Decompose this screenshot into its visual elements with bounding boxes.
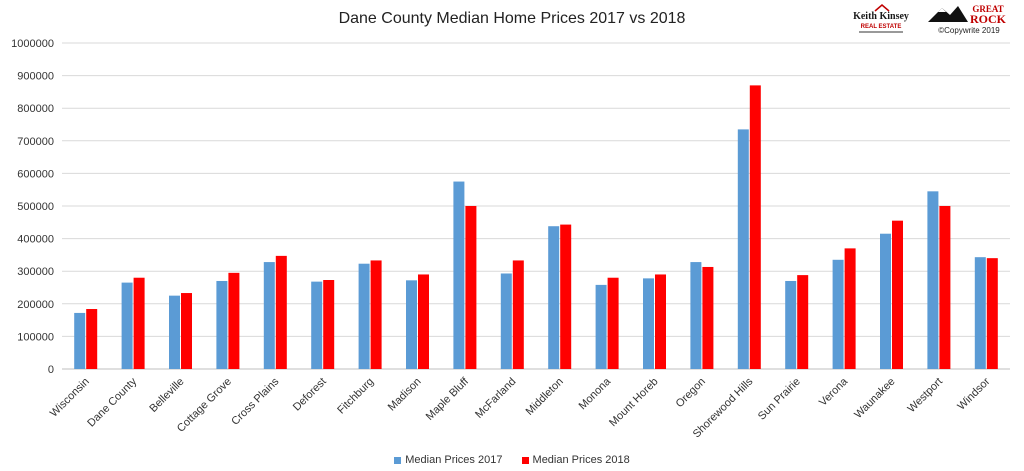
bar-2017-dane-county xyxy=(121,282,133,369)
bar-2018-dane-county xyxy=(133,277,145,369)
bar-2017-mount-horeb xyxy=(643,278,654,369)
bar-2018-maple-bluff xyxy=(465,206,477,369)
y-tick-label: 500000 xyxy=(17,201,54,213)
y-tick-label: 300000 xyxy=(17,266,54,278)
chart-legend: Median Prices 2017 Median Prices 2018 xyxy=(0,454,1024,467)
y-tick-label: 100000 xyxy=(17,331,54,343)
legend-label-2018: Median Prices 2018 xyxy=(532,454,630,466)
legend-swatch-2018 xyxy=(521,456,529,464)
bar-2017-sun-prairie xyxy=(785,280,797,369)
y-tick-label: 900000 xyxy=(17,71,54,83)
y-tick-label: 200000 xyxy=(17,299,54,311)
logo-left-line2: REAL ESTATE xyxy=(861,24,902,30)
bar-2018-sun-prairie xyxy=(797,275,809,369)
x-tick-label: Madison xyxy=(386,376,424,414)
bar-2018-wisconsin xyxy=(86,309,98,369)
bar-2018-waunakee xyxy=(892,220,903,369)
x-tick-label: Fitchburg xyxy=(335,376,376,417)
bar-2017-maple-bluff xyxy=(453,181,465,369)
bar-2018-middleton xyxy=(560,224,572,369)
bar-2017-monona xyxy=(595,284,607,369)
chart-title: Dane County Median Home Prices 2017 vs 2… xyxy=(338,10,686,27)
x-tick-label: Middleton xyxy=(524,376,566,418)
x-tick-label: Windsor xyxy=(955,375,992,412)
x-tick-label: Verona xyxy=(817,375,851,409)
x-tick-label: Dane County xyxy=(85,375,139,429)
bar-2018-belleville xyxy=(181,293,192,369)
logo-left-line1: Keith Kinsey xyxy=(853,11,909,22)
x-tick-label: Mount Horeb xyxy=(607,376,660,429)
y-tick-label: 0 xyxy=(48,364,54,376)
y-tick-label: 700000 xyxy=(17,136,54,148)
bar-2018-windsor xyxy=(986,258,998,369)
bar-2017-belleville xyxy=(169,295,180,369)
bar-2018-westport xyxy=(939,206,951,369)
bar-2018-mcfarland xyxy=(512,260,524,369)
x-tick-label: Wisconsin xyxy=(48,376,92,420)
bar-2017-mcfarland xyxy=(500,273,512,369)
bar-2018-cottage-grove xyxy=(228,272,240,369)
bar-2017-shorewood-hills xyxy=(737,129,749,369)
logo-right-line2: ROCK xyxy=(970,12,1007,26)
bar-2017-cottage-grove xyxy=(216,280,228,369)
bar-2018-verona xyxy=(844,248,856,369)
bar-2017-fitchburg xyxy=(358,263,370,369)
bar-2018-monona xyxy=(607,277,619,369)
x-tick-label: Maple Bluff xyxy=(424,375,472,423)
x-tick-label: Sun Prairie xyxy=(756,376,803,423)
keith-kinsey-logo: Keith Kinsey REAL ESTATE xyxy=(853,4,909,33)
x-tick-label: Waunakee xyxy=(852,376,897,421)
y-tick-label: 400000 xyxy=(17,234,54,246)
bar-2017-verona xyxy=(832,259,844,369)
x-tick-label: Oregon xyxy=(674,376,708,410)
y-tick-label: 600000 xyxy=(17,168,54,180)
x-tick-label: Belleville xyxy=(147,376,186,415)
bar-2018-deforest xyxy=(323,280,335,369)
legend-item-2018: Median Prices 2018 xyxy=(521,454,630,466)
legend-swatch-2017 xyxy=(394,456,402,464)
bar-2018-cross-plains xyxy=(275,255,287,369)
bar-2018-oregon xyxy=(702,266,714,369)
legend-item-2017: Median Prices 2017 xyxy=(394,454,502,466)
bar-2017-windsor xyxy=(974,257,986,369)
bar-2017-cross-plains xyxy=(263,262,275,369)
bar-2018-shorewood-hills xyxy=(749,85,761,369)
y-tick-label: 800000 xyxy=(17,103,54,115)
legend-label-2017: Median Prices 2017 xyxy=(405,454,503,466)
bar-2017-oregon xyxy=(690,262,702,369)
x-tick-label: Monona xyxy=(577,375,614,412)
bar-2017-madison xyxy=(406,280,417,369)
bar-2018-fitchburg xyxy=(370,260,382,369)
x-tick-label: Cross Plains xyxy=(229,375,281,427)
x-tick-label: Deforest xyxy=(291,376,329,414)
great-rock-logo: GREAT ROCK xyxy=(928,4,1007,26)
bar-2017-middleton xyxy=(548,226,560,369)
logo-right-line1: GREAT xyxy=(972,4,1003,14)
bar-2018-madison xyxy=(418,274,429,369)
copyright-text: ©Copywrite 2019 xyxy=(938,26,1000,35)
bar-2017-deforest xyxy=(311,281,323,369)
x-tick-label: McFarland xyxy=(473,376,518,421)
bar-2017-westport xyxy=(927,191,939,369)
bar-2018-mount-horeb xyxy=(655,274,666,369)
x-tick-label: Westport xyxy=(906,376,945,415)
bar-2017-wisconsin xyxy=(74,312,86,369)
y-tick-label: 1000000 xyxy=(11,38,54,50)
bar-2017-waunakee xyxy=(880,233,891,369)
